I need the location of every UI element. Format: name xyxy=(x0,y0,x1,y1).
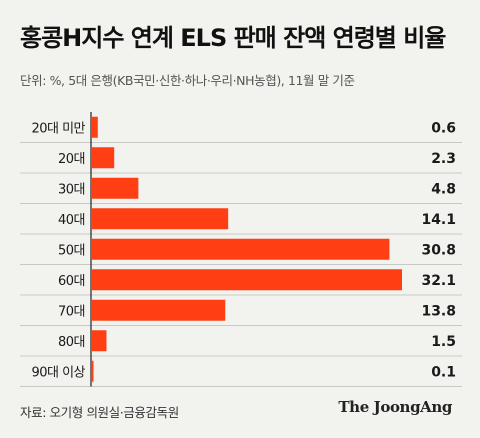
category-label: 70대 xyxy=(58,304,85,319)
value-label: 14.1 xyxy=(421,212,456,228)
category-label: 60대 xyxy=(58,274,85,289)
bar xyxy=(92,116,98,138)
bar xyxy=(92,177,139,199)
bar xyxy=(92,360,94,382)
bar xyxy=(92,238,390,260)
chart-title: 홍콩H지수 연계 ELS 판매 잔액 연령별 비율 xyxy=(20,24,446,52)
value-label: 0.1 xyxy=(431,364,456,380)
value-label: 2.3 xyxy=(431,151,456,167)
category-label: 20대 xyxy=(58,152,85,167)
value-label: 4.8 xyxy=(431,181,456,197)
category-labels: 20대 미만 20대 30대 40대 50대 60대 70대 80대 90대 이상 xyxy=(31,121,86,380)
category-label: 30대 xyxy=(58,182,85,197)
value-label: 30.8 xyxy=(421,242,456,258)
bar xyxy=(92,147,115,169)
value-label: 0.6 xyxy=(431,120,456,136)
category-label: 50대 xyxy=(58,243,85,258)
chart-subtitle: 단위: %, 5대 은행(KB국민·신한·하나·우리·NH농협), 11월 말 … xyxy=(20,73,355,88)
category-label: 90대 이상 xyxy=(31,365,85,380)
value-label: 13.8 xyxy=(421,303,456,319)
bars xyxy=(92,116,402,382)
bar xyxy=(92,269,402,291)
bar xyxy=(92,299,226,321)
bar xyxy=(92,330,107,352)
brand-logo: The JoongAng xyxy=(338,398,452,416)
bar xyxy=(92,208,229,230)
value-label: 1.5 xyxy=(431,334,456,350)
category-label: 80대 xyxy=(58,335,85,350)
source-note: 자료: 오기형 의원실·금융감독원 xyxy=(20,405,179,420)
value-label: 32.1 xyxy=(421,273,456,289)
category-label: 20대 미만 xyxy=(31,121,85,136)
category-label: 40대 xyxy=(58,213,85,228)
value-labels: 0.6 2.3 4.8 14.1 30.8 32.1 13.8 1.5 0.1 xyxy=(421,120,456,380)
grid-lines xyxy=(20,142,462,387)
